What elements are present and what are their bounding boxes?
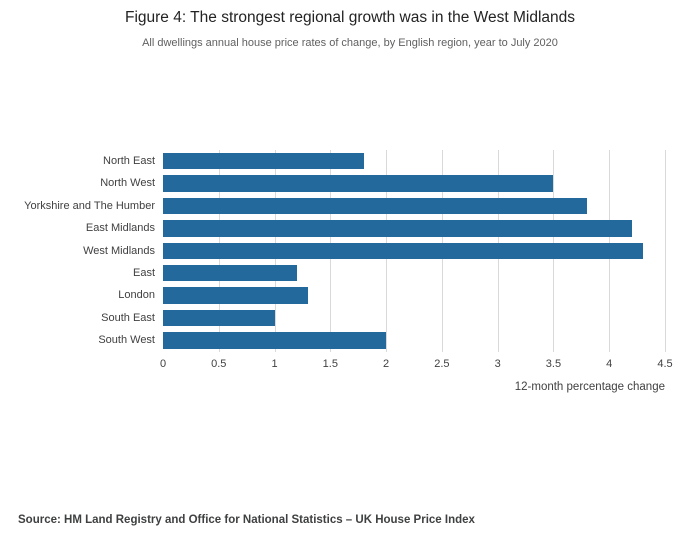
bar-track	[163, 262, 665, 284]
bar-track	[163, 150, 665, 172]
bar-track	[163, 329, 665, 351]
bar-track	[163, 217, 665, 239]
bar-track	[163, 195, 665, 217]
x-tick-label: 4.5	[657, 358, 673, 370]
bar	[163, 242, 643, 259]
x-axis-label: 12-month percentage change	[514, 381, 665, 393]
bar-track	[163, 284, 665, 306]
bar-chart: North East North West Yorkshire and The Hu…	[0, 150, 700, 400]
x-tick-label: 1	[271, 358, 278, 370]
category-label: South East	[101, 311, 155, 324]
x-axis-ticks: 0 0.5 1 1.5 2 2.5 3 3.5 4 4.5	[159, 358, 673, 372]
gridline	[665, 150, 666, 352]
bar	[163, 287, 309, 304]
chart-title: Figure 4: The strongest regional growth …	[124, 9, 575, 26]
bar-row: North East	[0, 150, 665, 172]
x-tick-label: 0	[159, 358, 167, 370]
bar	[163, 175, 554, 192]
x-tick-label: 2	[383, 358, 390, 370]
plot-rows: North East North West Yorkshire and The Hu…	[0, 150, 665, 352]
bar-track	[163, 307, 665, 329]
category-label: West Midlands	[83, 244, 155, 257]
bar	[163, 197, 587, 215]
x-tick-label: 3.5	[545, 358, 562, 370]
bar	[163, 220, 632, 237]
category-label: North East	[103, 155, 155, 167]
bar-track	[163, 172, 665, 194]
category-label: London	[118, 289, 155, 302]
x-tick-label: 3	[494, 358, 501, 370]
bar-row: West Midlands	[0, 240, 665, 262]
bar-row: East	[0, 262, 665, 284]
source-note: Source: HM Land Registry and Office for …	[18, 514, 475, 526]
bar-row: South West	[0, 329, 665, 351]
bar-row: South East	[0, 307, 665, 329]
bar	[163, 153, 364, 170]
category-label: Yorkshire and The Humber	[24, 199, 155, 212]
bar	[163, 264, 297, 282]
bar-row: North West	[0, 172, 665, 194]
category-label: East Midlands	[85, 222, 155, 235]
category-label: North West	[100, 177, 155, 190]
category-label: South West	[98, 334, 155, 347]
x-tick-label: 4	[606, 358, 613, 370]
x-tick-label: 0.5	[211, 358, 227, 370]
bar-track	[163, 240, 665, 262]
bar-row: London	[0, 284, 665, 306]
chart-subtitle: All dwellings annual house price rates o…	[142, 37, 558, 49]
x-tick-label: 1.5	[322, 358, 338, 370]
x-tick-label: 2.5	[434, 358, 450, 370]
bar	[163, 309, 275, 327]
bar-row: Yorkshire and The Humber	[0, 195, 665, 217]
category-label: East	[132, 266, 155, 279]
bar	[163, 332, 387, 349]
bar-row: East Midlands	[0, 217, 665, 239]
